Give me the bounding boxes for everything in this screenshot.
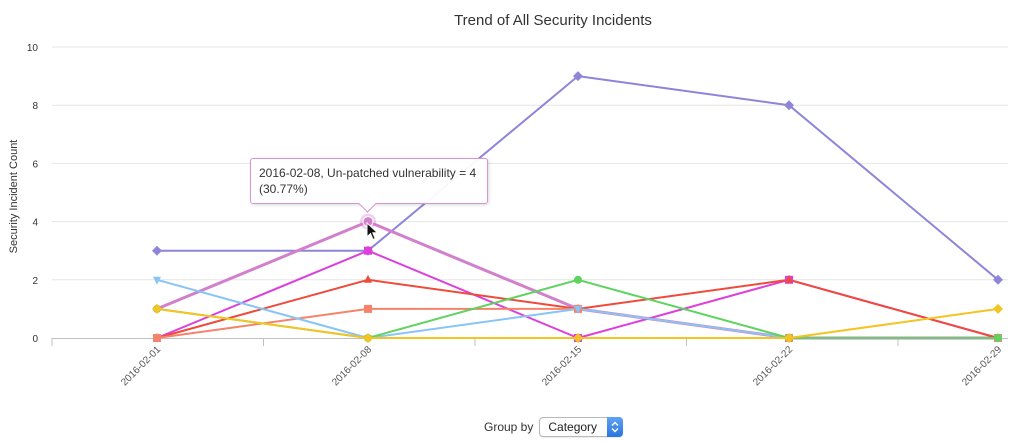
x-tick-label: 2016-02-08 (330, 344, 374, 388)
group-by-select[interactable]: Category (539, 417, 624, 437)
data-point (785, 274, 793, 283)
y-tick-label: 10 (27, 43, 39, 54)
group-by-selected-value: Category (548, 420, 598, 434)
series-line (156, 249, 999, 339)
tooltip-line-2: (30.77%) (259, 182, 308, 196)
data-point (784, 333, 794, 343)
y-tick-label: 4 (32, 218, 38, 229)
data-point (364, 246, 372, 255)
x-tick-label: 2016-02-01 (119, 344, 163, 388)
group-by-control: Group by Category (484, 416, 624, 438)
select-chevrons-icon[interactable] (607, 417, 624, 437)
data-point (153, 276, 161, 285)
data-point (152, 303, 162, 314)
data-point (574, 275, 582, 284)
x-tick-label: 2016-02-29 (960, 344, 1004, 388)
y-tick-label: 8 (32, 101, 38, 112)
data-point (364, 274, 372, 283)
y-tick-label: 6 (32, 159, 38, 170)
data-point (153, 334, 161, 342)
x-tick-label: 2016-02-22 (751, 344, 795, 388)
data-point (574, 305, 582, 314)
data-point (993, 303, 1003, 314)
chart-tooltip: 2016-02-08, Un-patched vulnerability = 4… (250, 158, 488, 213)
chart-canvas: Trend of All Security Incidents 0 2 4 6 8 10 Se… (8, 12, 1008, 388)
data-point (784, 100, 794, 111)
mouse-pointer-icon (366, 222, 379, 241)
data-point (363, 333, 373, 343)
x-tick-label: 2016-02-15 (540, 344, 584, 388)
data-point (364, 304, 372, 313)
data-point (573, 333, 583, 343)
data-point (993, 274, 1003, 285)
trend-chart: Trend of All Security Incidents 0 2 4 6 8 10 Se… (8, 12, 1008, 388)
group-by-label: Group by (484, 420, 534, 434)
data-point (152, 245, 162, 256)
chart-title: Trend of All Security Incidents (454, 12, 652, 29)
y-tick-label: 2 (32, 276, 38, 287)
tooltip-line-1: 2016-02-08, Un-patched vulnerability = 4 (259, 166, 477, 180)
data-point (994, 334, 1002, 342)
data-point (573, 71, 583, 82)
y-axis-label: Security Incident Count (8, 140, 20, 254)
y-tick-label: 0 (32, 334, 38, 345)
